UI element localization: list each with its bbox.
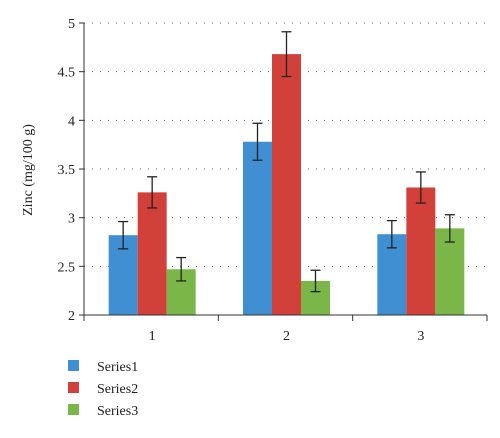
y-axis-title: Zinc (mg/100 g) <box>21 124 36 216</box>
x-tick-label: 2 <box>283 329 290 344</box>
y-tick-label: 3 <box>68 212 75 227</box>
y-tick-labels: 2 2.5 3 3.5 4 4.5 5 <box>58 17 84 324</box>
x-tick-label: 1 <box>149 329 156 344</box>
legend-swatch-series2 <box>68 382 79 393</box>
x-tick-label: 3 <box>417 329 424 344</box>
legend-label-series2: Series2 <box>97 382 138 397</box>
legend: Series1 Series2 Series3 <box>68 360 138 419</box>
y-tick-label: 5 <box>68 17 75 32</box>
legend-swatch-series1 <box>68 360 79 371</box>
y-tick-label: 4 <box>68 114 75 129</box>
bar-series2-cat-1 <box>137 192 167 315</box>
bar-series2-cat-3 <box>406 187 436 315</box>
y-tick-label: 2.5 <box>58 260 76 275</box>
legend-label-series3: Series3 <box>97 404 138 419</box>
bar-series1-cat-2 <box>243 141 272 315</box>
error-bars <box>118 31 455 293</box>
bar-series3-cat-3 <box>435 228 465 315</box>
axes <box>83 23 487 316</box>
bar-series2-cat-2 <box>272 54 301 315</box>
legend-swatch-series3 <box>68 404 79 415</box>
bars <box>108 54 465 315</box>
y-tick-label: 2 <box>68 309 75 324</box>
legend-label-series1: Series1 <box>97 360 138 375</box>
y-tick-label: 4.5 <box>58 66 76 81</box>
y-tick-label: 3.5 <box>58 163 76 178</box>
x-tick-labels: 1 2 3 <box>83 315 488 344</box>
